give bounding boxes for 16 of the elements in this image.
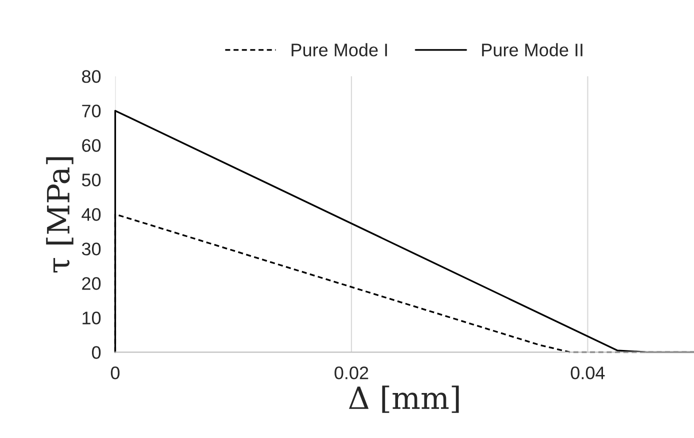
y-tick-label: 20 <box>82 277 101 290</box>
y-tick-label: 80 <box>82 70 101 83</box>
x-tick-label: 0 <box>110 366 120 380</box>
legend-label: Pure Mode I <box>292 43 387 56</box>
y-tick-label: 0 <box>92 346 101 359</box>
x-tick-label: 0.04 <box>570 366 605 380</box>
y-axis-title: τ [MPa] <box>46 157 74 273</box>
y-tick-label: 50 <box>82 174 101 186</box>
y-tick-label: 30 <box>82 242 101 256</box>
legend-label: Pure Mode II <box>482 43 582 56</box>
y-tick-label: 10 <box>82 312 101 324</box>
y-tick-label: 70 <box>82 104 101 118</box>
x-tick-label: 0.02 <box>334 366 368 380</box>
y-tick-label: 40 <box>82 208 101 221</box>
x-axis-title: Δ [mm] <box>348 386 459 413</box>
y-tick-label: 60 <box>82 139 101 152</box>
